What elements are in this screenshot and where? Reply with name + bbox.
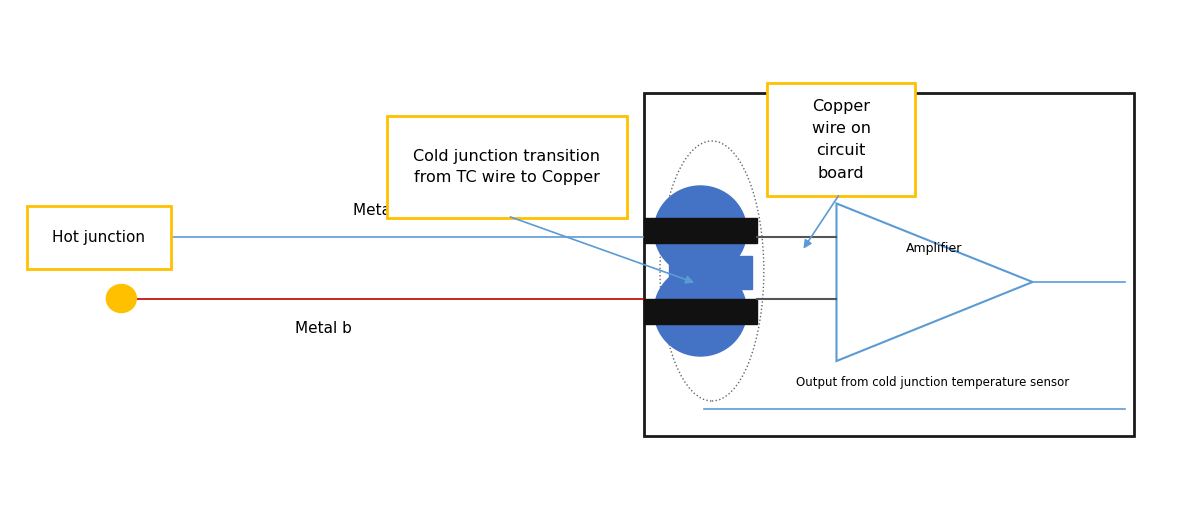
FancyBboxPatch shape (27, 206, 171, 269)
Text: Amplifier: Amplifier (906, 242, 962, 255)
Text: Hot junction: Hot junction (52, 230, 145, 245)
Bar (644, 298, 757, 323)
Bar (670, 256, 752, 288)
Text: Output from cold junction temperature sensor: Output from cold junction temperature se… (796, 376, 1070, 388)
Text: Copper
wire on
circuit
board: Copper wire on circuit board (812, 99, 871, 180)
FancyBboxPatch shape (386, 116, 626, 219)
Text: Metal a: Metal a (353, 204, 410, 219)
Ellipse shape (654, 186, 746, 276)
Text: Cold junction transition
from TC wire to Copper: Cold junction transition from TC wire to… (413, 149, 600, 185)
FancyBboxPatch shape (767, 84, 915, 196)
Ellipse shape (654, 266, 746, 356)
Bar (644, 219, 757, 244)
Ellipse shape (106, 285, 137, 312)
Text: Metal b: Metal b (294, 321, 352, 336)
